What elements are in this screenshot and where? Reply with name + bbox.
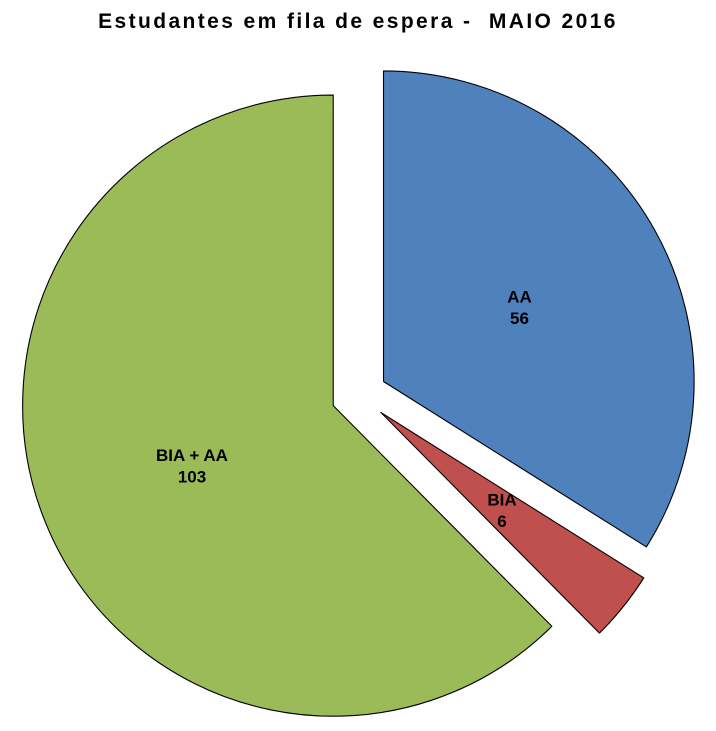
svg-text:BIA: BIA (487, 491, 516, 510)
svg-text:AA: AA (507, 288, 532, 307)
svg-text:6: 6 (497, 512, 506, 531)
svg-text:103: 103 (178, 468, 206, 487)
svg-text:BIA + AA: BIA + AA (156, 446, 228, 465)
svg-text:56: 56 (510, 309, 529, 328)
